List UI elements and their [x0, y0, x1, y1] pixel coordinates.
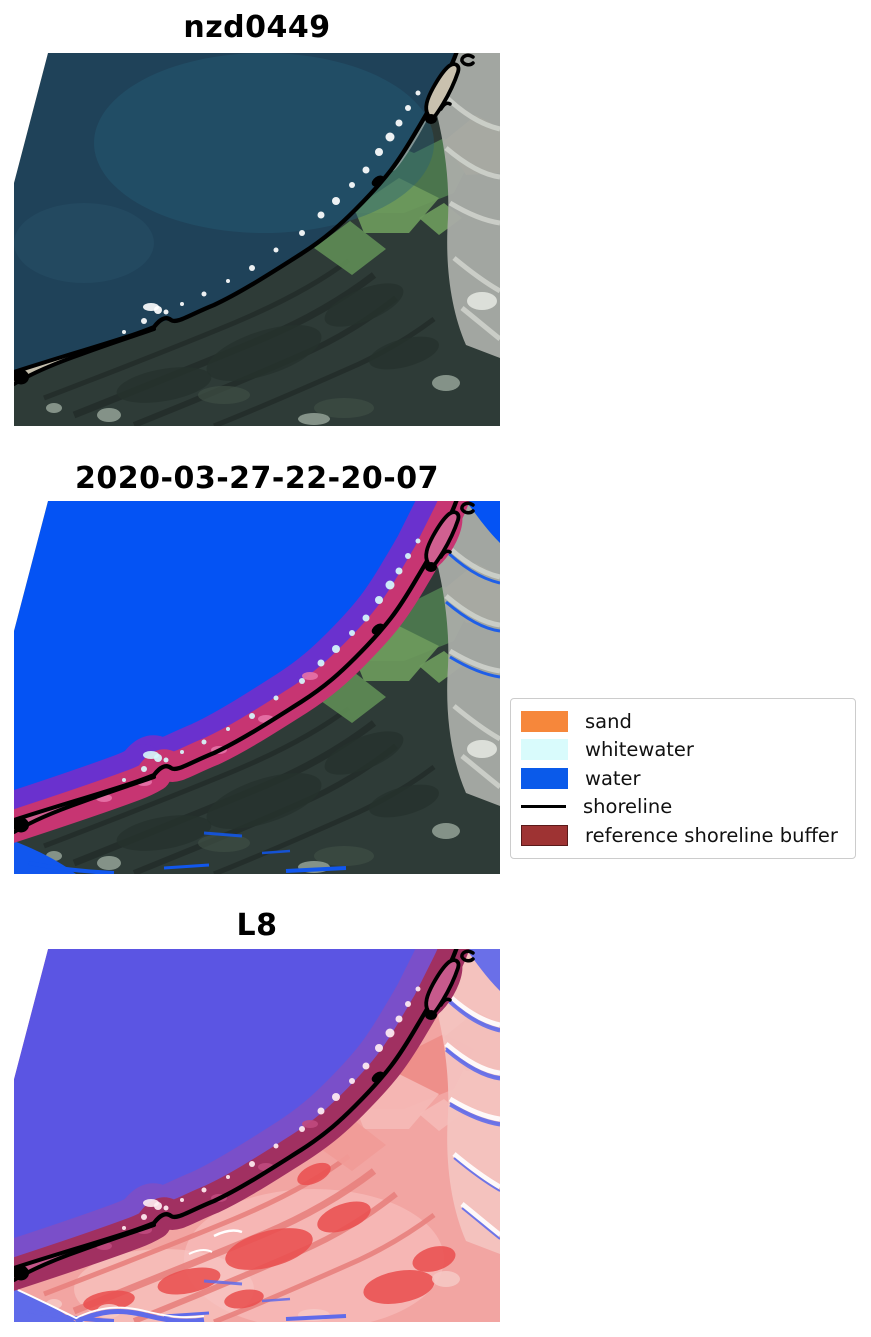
panel-1-title: nzd0449	[183, 10, 331, 45]
legend-label: reference shoreline buffer	[585, 823, 838, 847]
legend-label: sand	[585, 709, 632, 733]
satellite-image-l8	[14, 949, 500, 1322]
legend-item-sand: sand	[521, 707, 845, 736]
legend-item-shoreline: shoreline	[521, 793, 845, 822]
legend-item-reference-shoreline-buffer: reference shoreline buffer	[521, 821, 845, 850]
legend-label: water	[585, 766, 641, 790]
satellite-image-rgb	[14, 53, 500, 426]
legend-label: shoreline	[583, 795, 673, 819]
panel-2-title: 2020-03-27-22-20-07	[75, 461, 439, 496]
legend-box: sand whitewater water shoreline reference sh…	[510, 698, 856, 859]
legend-color-swatch	[521, 739, 568, 761]
panel-3-title: L8	[236, 908, 278, 943]
legend-color-swatch	[521, 824, 568, 846]
legend-item-whitewater: whitewater	[521, 736, 845, 765]
legend-color-swatch	[521, 710, 568, 732]
legend-color-swatch	[521, 767, 568, 789]
legend-line-swatch	[521, 805, 566, 809]
legend-item-water: water	[521, 764, 845, 793]
legend-label: whitewater	[585, 738, 694, 762]
satellite-image-classified	[14, 501, 500, 874]
